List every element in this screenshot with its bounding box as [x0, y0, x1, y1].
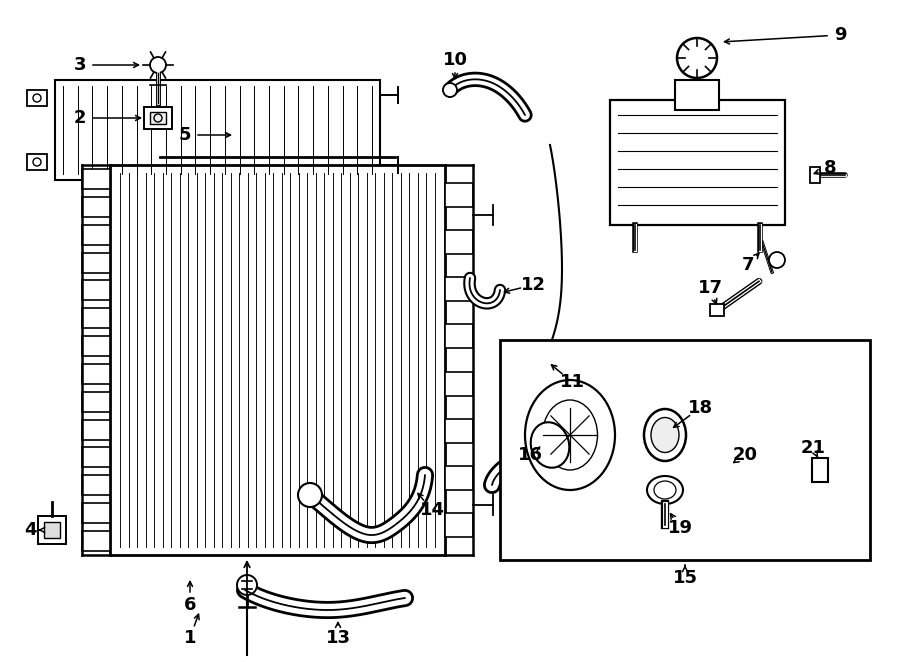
Circle shape	[237, 575, 257, 595]
Text: 15: 15	[672, 569, 698, 587]
Bar	[445, 277, 473, 301]
Text: 16: 16	[518, 446, 543, 464]
Text: 9: 9	[833, 26, 846, 44]
Text: 6: 6	[184, 596, 196, 614]
Text: 1: 1	[184, 629, 196, 647]
Bar	[812, 458, 828, 482]
Bar	[445, 324, 473, 348]
Bar	[82, 503, 110, 523]
Ellipse shape	[644, 409, 686, 461]
Ellipse shape	[543, 400, 598, 470]
Bar	[82, 475, 110, 495]
Text: 2: 2	[74, 109, 86, 127]
Text: 4: 4	[23, 521, 36, 539]
Text: 17: 17	[698, 279, 723, 297]
Ellipse shape	[647, 476, 683, 504]
Circle shape	[443, 83, 457, 97]
Text: 19: 19	[668, 519, 692, 537]
Bar	[82, 252, 110, 273]
Text: 21: 21	[800, 439, 825, 457]
Bar	[55, 80, 380, 180]
Bar	[82, 197, 110, 217]
Bar	[27, 90, 47, 106]
Ellipse shape	[654, 481, 676, 499]
Text: 20: 20	[733, 446, 758, 464]
Text: 11: 11	[560, 373, 584, 391]
Bar	[27, 154, 47, 170]
Bar	[38, 516, 66, 544]
Bar	[445, 466, 473, 490]
Bar	[610, 100, 785, 225]
Bar	[82, 224, 110, 245]
Bar	[710, 304, 724, 316]
Text: 13: 13	[326, 629, 350, 647]
Text: 14: 14	[419, 501, 445, 519]
Bar	[82, 448, 110, 467]
Text: 12: 12	[520, 276, 545, 294]
Bar	[500, 340, 870, 560]
Text: 3: 3	[74, 56, 86, 74]
Bar	[82, 281, 110, 301]
Bar	[445, 513, 473, 537]
Circle shape	[150, 57, 166, 73]
Text: 8: 8	[824, 159, 836, 177]
Text: 7: 7	[742, 256, 754, 274]
Bar	[44, 522, 60, 538]
Bar	[445, 371, 473, 396]
Text: 5: 5	[179, 126, 191, 144]
Circle shape	[298, 483, 322, 507]
Bar	[82, 531, 110, 551]
Bar	[445, 418, 473, 443]
Circle shape	[677, 38, 717, 78]
Bar	[82, 420, 110, 440]
Circle shape	[769, 252, 785, 268]
Bar	[150, 112, 166, 124]
Ellipse shape	[531, 422, 570, 468]
Bar	[675, 80, 719, 110]
Ellipse shape	[525, 380, 615, 490]
Bar	[445, 183, 473, 207]
Bar	[810, 167, 820, 183]
Bar	[144, 107, 172, 129]
Bar	[82, 308, 110, 328]
Bar	[82, 336, 110, 356]
Bar	[110, 165, 445, 555]
Ellipse shape	[651, 418, 679, 453]
Text: 10: 10	[443, 51, 467, 69]
Bar	[82, 364, 110, 384]
Bar	[82, 392, 110, 412]
Bar	[445, 230, 473, 254]
Text: 18: 18	[688, 399, 713, 417]
Bar	[82, 169, 110, 189]
